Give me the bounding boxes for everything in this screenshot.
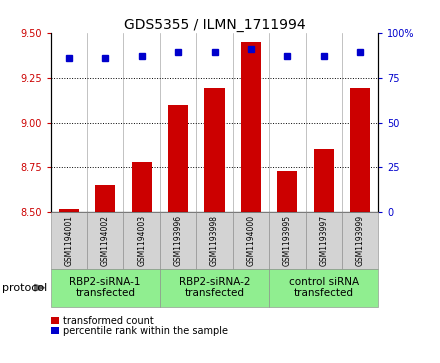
Text: GSM1193997: GSM1193997 — [319, 215, 328, 266]
Bar — [168, 105, 188, 212]
Text: GSM1194001: GSM1194001 — [64, 215, 73, 266]
Bar — [95, 185, 115, 212]
Text: control siRNA
transfected: control siRNA transfected — [289, 277, 359, 298]
Text: GSM1194002: GSM1194002 — [101, 215, 110, 266]
Text: RBP2-siRNA-2
transfected: RBP2-siRNA-2 transfected — [179, 277, 250, 298]
Bar — [132, 162, 152, 212]
Text: transformed count: transformed count — [63, 315, 154, 326]
Text: GSM1193995: GSM1193995 — [283, 215, 292, 266]
Text: GSM1194000: GSM1194000 — [246, 215, 256, 266]
Text: GSM1194003: GSM1194003 — [137, 215, 146, 266]
Bar — [350, 88, 370, 212]
Bar — [205, 88, 224, 212]
Bar — [59, 209, 79, 212]
Bar — [241, 42, 261, 212]
Text: GSM1193996: GSM1193996 — [173, 215, 183, 266]
Polygon shape — [35, 285, 44, 291]
Bar — [277, 171, 297, 212]
Text: RBP2-siRNA-1
transfected: RBP2-siRNA-1 transfected — [70, 277, 141, 298]
Title: GDS5355 / ILMN_1711994: GDS5355 / ILMN_1711994 — [124, 18, 305, 32]
Bar — [314, 150, 334, 212]
Text: GSM1193999: GSM1193999 — [356, 215, 365, 266]
Text: GSM1193998: GSM1193998 — [210, 215, 219, 266]
Text: protocol: protocol — [2, 283, 48, 293]
Text: percentile rank within the sample: percentile rank within the sample — [63, 326, 228, 336]
